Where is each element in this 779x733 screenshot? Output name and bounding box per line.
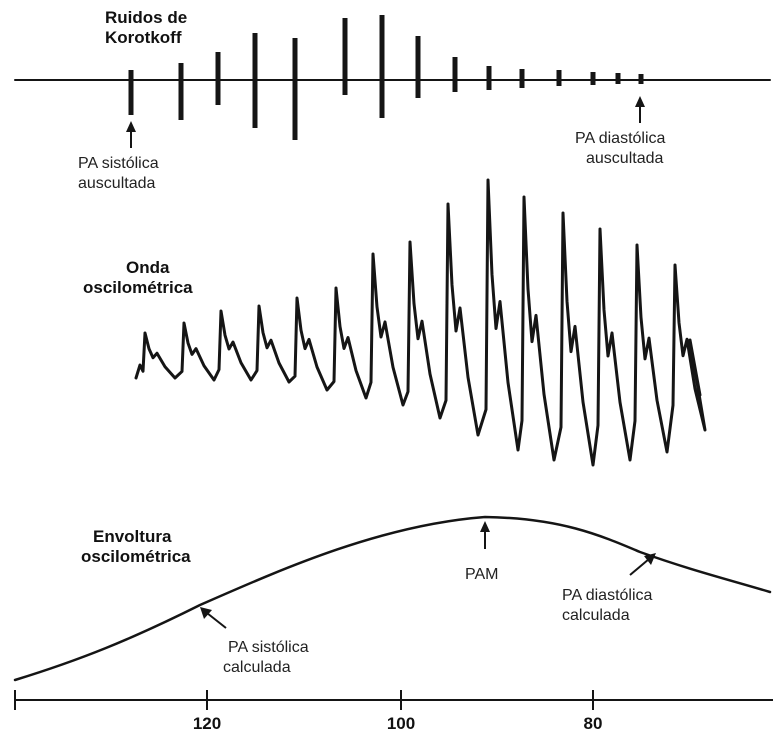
korotkoff-sound-bar [215, 52, 221, 105]
korotkoff-sound-bar [486, 66, 492, 90]
pam-arrow-head [480, 521, 490, 532]
korotkoff-sound-bar [415, 36, 421, 98]
envelope-title-line2: oscilométrica [81, 547, 191, 566]
korotkoff-sound-bar [615, 73, 621, 84]
oscillometric-envelope-curve [13, 515, 772, 682]
oscillometric-wave-title-line2: oscilométrica [83, 278, 193, 297]
korotkoff-sound-bar [342, 18, 348, 95]
axis-tick-label-100: 100 [387, 714, 415, 733]
korotkoff-sound-bar [292, 38, 298, 140]
axis-tick-label-120: 120 [193, 714, 221, 733]
korotkoff-sound-bar [252, 33, 258, 128]
diastolic-auscultated-label-line1: PA diastólica [575, 130, 666, 147]
korotkoff-sound-bar [519, 69, 525, 88]
korotkoff-baseline [14, 78, 771, 82]
systolic-auscultated-label-line2: auscultada [78, 175, 155, 192]
korotkoff-sound-bar [178, 63, 184, 120]
diastolic-auscultated-arrow-head [635, 96, 645, 107]
systolic-calculated-arrow-shaft [206, 612, 227, 629]
oscillometric-wave-trace [134, 178, 707, 467]
envelope-title-line1: Envoltura [93, 527, 172, 546]
systolic-calculated-label-line2: calculada [223, 659, 291, 676]
systolic-auscultated-arrow-head [126, 121, 136, 132]
korotkoff-sound-bar [590, 72, 596, 85]
korotkoff-title-line1: Ruidos de [105, 8, 187, 27]
diastolic-calculated-label-line2: calculada [562, 607, 630, 624]
oscillometric-wave-title-line1: Onda [126, 258, 170, 277]
korotkoff-sound-bar [556, 70, 562, 86]
korotkoff-sound-bar [128, 70, 134, 115]
diastolic-calculated-arrow-head [644, 553, 656, 565]
systolic-calculated-label-line1: PA sistólica [228, 639, 309, 656]
diastolic-calculated-arrow-shaft [629, 558, 650, 576]
korotkoff-sound-bar [379, 15, 385, 118]
pam-label: PAM [465, 566, 498, 583]
korotkoff-title-line2: Korotkoff [105, 28, 182, 47]
systolic-auscultated-label-line1: PA sistólica [78, 155, 159, 172]
korotkoff-sound-bar [638, 74, 644, 84]
diastolic-calculated-label-line1: PA diastólica [562, 587, 653, 604]
axis-tick-label-80: 80 [584, 714, 603, 733]
korotkoff-sound-bars [128, 15, 644, 140]
diastolic-auscultated-label-line2: auscultada [586, 150, 663, 167]
korotkoff-sound-bar [452, 57, 458, 92]
systolic-calculated-arrow-head [200, 607, 212, 619]
